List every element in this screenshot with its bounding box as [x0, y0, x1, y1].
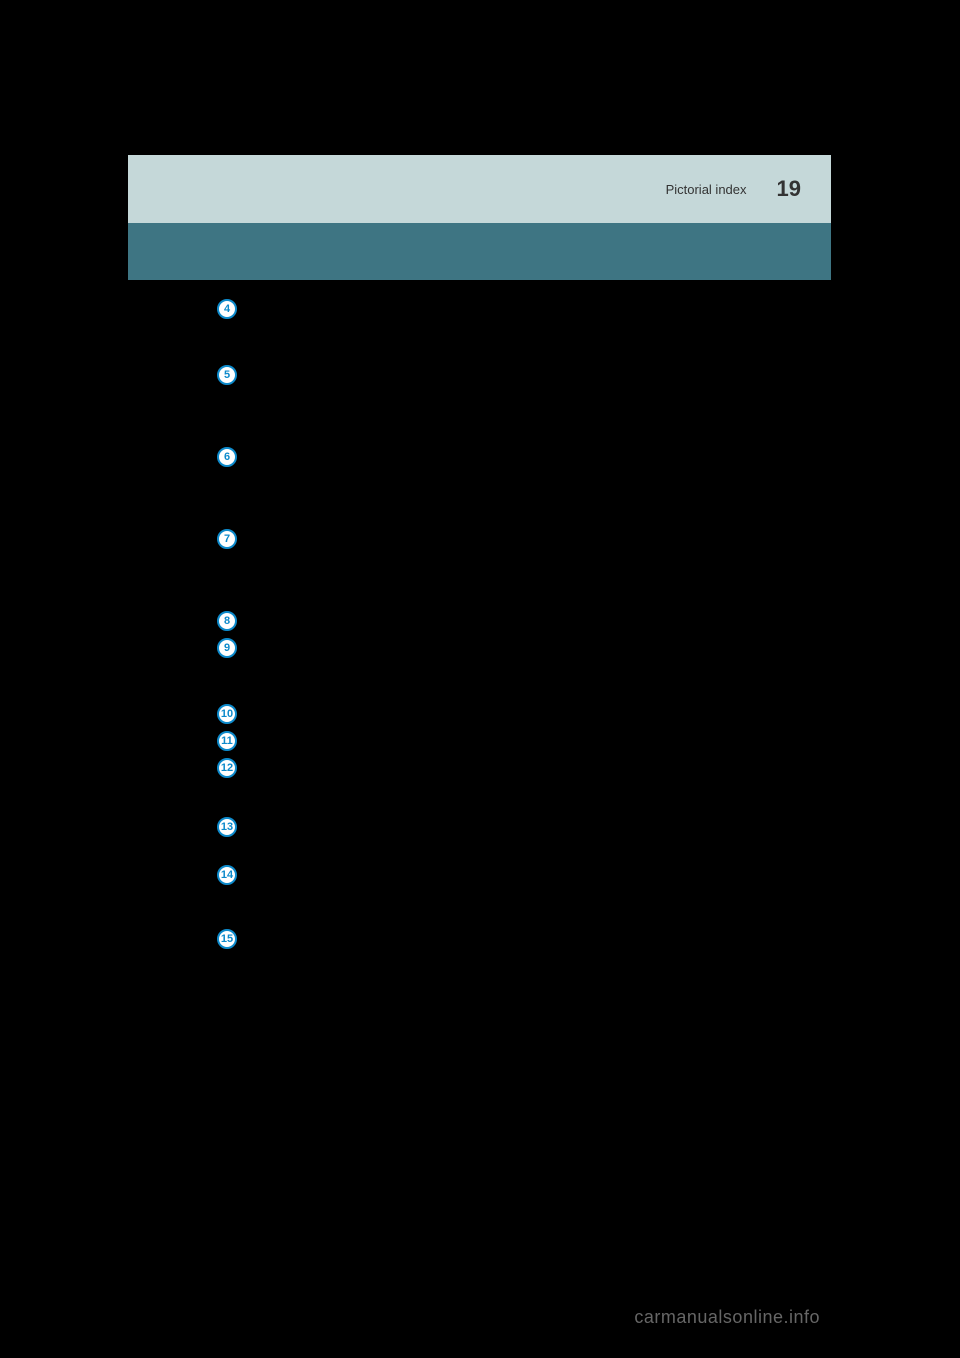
index-marker-row: 14 — [217, 863, 831, 887]
index-marker-row: 7 — [217, 527, 831, 551]
circled-number-icon: 10 — [217, 704, 237, 724]
marker-number: 14 — [221, 870, 233, 881]
circled-number-icon: 7 — [217, 529, 237, 549]
page-container: Pictorial index 19 4 5 6 7 8 9 10 11 12 13 14 15 — [128, 155, 831, 951]
circled-number-icon: 8 — [217, 611, 237, 631]
circled-number-icon: 15 — [217, 929, 237, 949]
index-marker-row: 9 — [217, 636, 831, 660]
watermark: carmanualsonline.info — [634, 1307, 820, 1328]
index-marker-row: 15 — [217, 927, 831, 951]
index-marker-row: 6 — [217, 445, 831, 469]
circled-number-icon: 5 — [217, 365, 237, 385]
header-bar: Pictorial index 19 — [128, 155, 831, 223]
section-title: Pictorial index — [666, 182, 747, 197]
index-marker-row: 10 — [217, 702, 831, 726]
index-marker-row: 12 — [217, 756, 831, 780]
marker-number: 4 — [224, 304, 230, 315]
marker-number: 13 — [221, 822, 233, 833]
marker-number: 6 — [224, 452, 230, 463]
circled-number-icon: 13 — [217, 817, 237, 837]
marker-number: 9 — [224, 643, 230, 654]
circled-number-icon: 4 — [217, 299, 237, 319]
marker-number: 8 — [224, 616, 230, 627]
marker-number: 12 — [221, 763, 233, 774]
circled-number-icon: 11 — [217, 731, 237, 751]
content-area: 4 5 6 7 8 9 10 11 12 13 14 15 — [128, 280, 831, 951]
index-marker-row: 8 — [217, 609, 831, 633]
circled-number-icon: 12 — [217, 758, 237, 778]
marker-number: 15 — [221, 934, 233, 945]
page-number: 19 — [777, 176, 801, 202]
marker-number: 11 — [221, 736, 233, 747]
index-marker-row: 11 — [217, 729, 831, 753]
index-marker-row: 5 — [217, 363, 831, 387]
marker-number: 5 — [224, 370, 230, 381]
marker-number: 7 — [224, 534, 230, 545]
index-marker-row: 4 — [217, 297, 831, 321]
marker-number: 10 — [221, 709, 233, 720]
subtitle-band — [128, 223, 831, 280]
circled-number-icon: 6 — [217, 447, 237, 467]
index-marker-row: 13 — [217, 815, 831, 839]
circled-number-icon: 14 — [217, 865, 237, 885]
circled-number-icon: 9 — [217, 638, 237, 658]
